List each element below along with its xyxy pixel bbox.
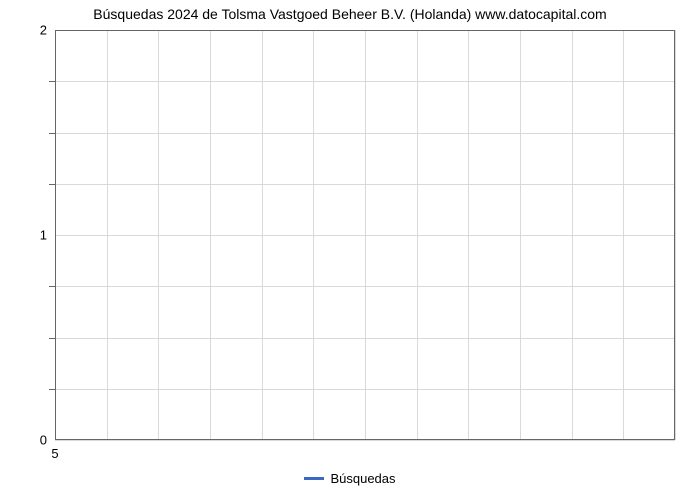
gridline-horizontal (55, 133, 675, 134)
gridline-horizontal (55, 338, 675, 339)
x-tick-label: 5 (51, 440, 58, 461)
gridline-vertical (675, 30, 676, 440)
plot-border (55, 30, 675, 31)
y-tick-label: 2 (40, 23, 55, 38)
gridline-horizontal (55, 440, 675, 441)
gridline-horizontal (55, 286, 675, 287)
gridline-horizontal (55, 81, 675, 82)
y-tick-label: 1 (40, 228, 55, 243)
chart-title: Búsquedas 2024 de Tolsma Vastgoed Beheer… (0, 6, 700, 22)
gridline-horizontal (55, 184, 675, 185)
legend-swatch (304, 477, 324, 480)
chart-container: Búsquedas 2024 de Tolsma Vastgoed Beheer… (0, 0, 700, 500)
legend-label: Búsquedas (330, 471, 395, 486)
chart-legend: Búsquedas (0, 470, 700, 486)
plot-border (55, 30, 56, 440)
gridline-horizontal (55, 389, 675, 390)
plot-border (55, 439, 675, 440)
plot-area: 0125 (55, 30, 675, 440)
gridline-horizontal (55, 235, 675, 236)
plot-border (674, 30, 675, 440)
